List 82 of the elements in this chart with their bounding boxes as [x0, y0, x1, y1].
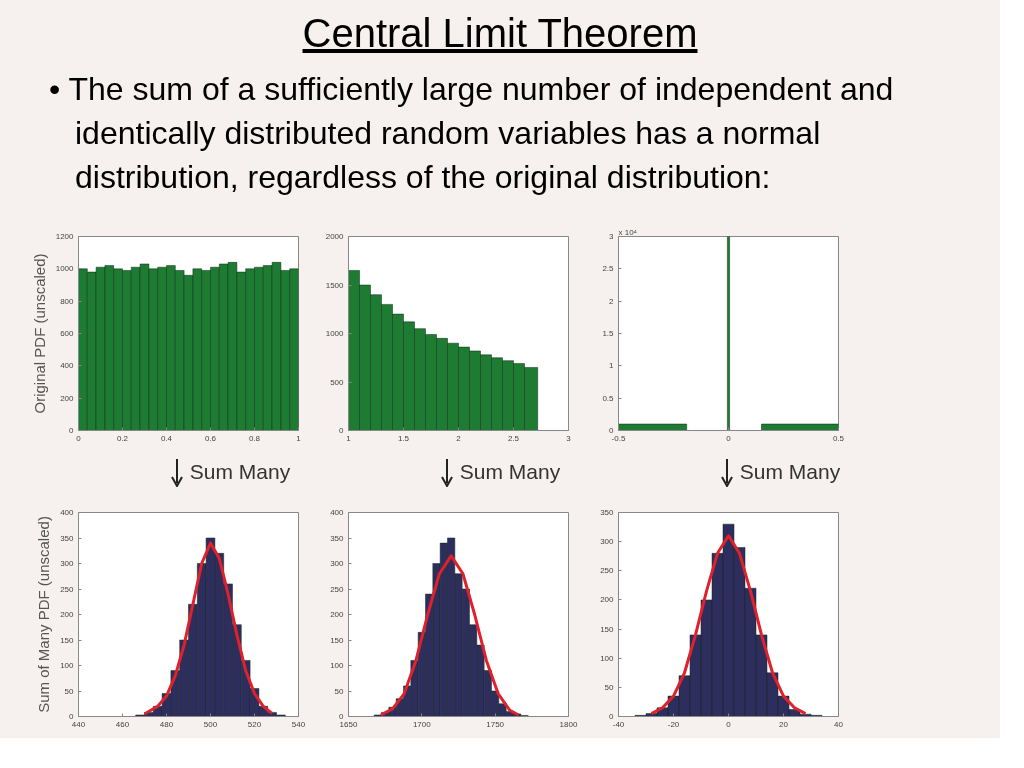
- x-tick-label: 20: [779, 719, 789, 729]
- y-tick-label: 1.5: [602, 329, 615, 338]
- y-tick-label: 150: [330, 635, 345, 645]
- y-tick-label: 200: [600, 595, 615, 605]
- text: Central Limit Theorem: [301, 10, 699, 57]
- y-tick-label: 2000: [325, 232, 345, 241]
- annotation: x 10⁴: [618, 227, 638, 237]
- text: Sum Many: [189, 460, 291, 483]
- y-tick-label: 250: [60, 584, 75, 594]
- y-tick-label: 50: [64, 686, 75, 696]
- y-tick-label: 350: [60, 533, 75, 543]
- y-tick-label: 3: [609, 232, 615, 241]
- x-tick-label: 3: [566, 433, 572, 443]
- x-tick-label: 480: [159, 719, 174, 729]
- y-axis-title: Sum of Many PDF (unscaled): [35, 516, 53, 713]
- y-tick-label: 0: [609, 426, 615, 435]
- y-tick-label: 150: [600, 624, 615, 634]
- x-tick-label: 440: [71, 719, 86, 729]
- y-tick-label: 0: [609, 712, 615, 721]
- x-tick-label: 540: [291, 719, 306, 729]
- y-tick-label: 200: [60, 393, 75, 403]
- x-tick-label: 1700: [412, 719, 432, 729]
- text: Sum Many: [459, 460, 561, 483]
- y-tick-label: 150: [60, 635, 75, 645]
- y-tick-label: 400: [60, 508, 75, 517]
- x-tick-label: 0.2: [116, 433, 129, 443]
- y-tick-label: 100: [600, 653, 615, 663]
- x-tick-label: -20: [667, 719, 680, 729]
- y-tick-label: 0: [339, 712, 345, 721]
- y-tick-label: 0.5: [602, 393, 615, 403]
- x-tick-label: 0.5: [832, 433, 845, 443]
- y-tick-label: 250: [600, 566, 615, 576]
- x-tick-label: 1650: [339, 719, 358, 729]
- y-tick-label: 2.5: [602, 264, 615, 274]
- x-tick-label: 1750: [486, 719, 505, 729]
- x-tick-label: 1.5: [397, 433, 410, 443]
- text: • The sum of a sufficiently large number of independent and identically distributed random variables has a normal distribution, regardless of the original distribution:: [48, 70, 895, 197]
- x-tick-label: 0: [726, 719, 732, 729]
- y-tick-label: 1200: [55, 232, 75, 241]
- y-tick-label: 0: [69, 426, 75, 435]
- x-tick-label: 2.5: [507, 433, 520, 443]
- x-tick-label: 40: [834, 719, 844, 729]
- x-tick-label: 500: [203, 719, 218, 729]
- y-tick-label: 1: [609, 361, 615, 371]
- y-tick-label: 50: [334, 686, 345, 696]
- y-axis-title: Original PDF (unscaled): [30, 253, 48, 414]
- y-tick-label: 100: [330, 661, 345, 670]
- y-tick-label: 400: [330, 508, 345, 517]
- y-tick-label: 2: [609, 296, 615, 306]
- x-tick-label: 1800: [559, 719, 578, 729]
- y-tick-label: 300: [330, 559, 345, 568]
- x-tick-label: -40: [612, 719, 625, 729]
- y-tick-label: 500: [330, 377, 345, 387]
- y-tick-label: 300: [600, 537, 615, 547]
- x-tick-label: 0: [726, 433, 732, 443]
- x-tick-label: 460: [115, 719, 130, 729]
- x-tick-label: 520: [247, 719, 262, 729]
- x-tick-label: 0: [76, 433, 82, 443]
- y-tick-label: 1000: [55, 264, 75, 274]
- y-tick-label: 0: [69, 712, 75, 721]
- y-tick-label: 400: [60, 361, 75, 371]
- y-tick-label: 350: [600, 508, 615, 517]
- x-tick-label: -0.5: [611, 433, 626, 443]
- text: Sum Many: [739, 460, 841, 483]
- x-tick-label: 0.6: [204, 433, 217, 443]
- y-tick-label: 250: [330, 584, 345, 594]
- x-tick-label: 1: [296, 433, 302, 443]
- y-tick-label: 600: [60, 329, 75, 338]
- x-tick-label: 1: [346, 433, 352, 443]
- x-tick-label: 0.8: [248, 433, 261, 443]
- y-tick-label: 1500: [325, 280, 345, 290]
- y-tick-label: 800: [60, 296, 75, 306]
- y-tick-label: 50: [604, 682, 615, 692]
- y-tick-label: 200: [330, 610, 345, 619]
- x-tick-label: 2: [456, 433, 462, 443]
- y-tick-label: 350: [330, 533, 345, 543]
- y-tick-label: 0: [339, 426, 345, 435]
- y-tick-label: 1000: [325, 329, 345, 338]
- x-tick-label: 0.4: [160, 433, 173, 443]
- y-tick-label: 100: [60, 661, 75, 670]
- y-tick-label: 300: [60, 559, 75, 568]
- y-tick-label: 200: [60, 610, 75, 619]
